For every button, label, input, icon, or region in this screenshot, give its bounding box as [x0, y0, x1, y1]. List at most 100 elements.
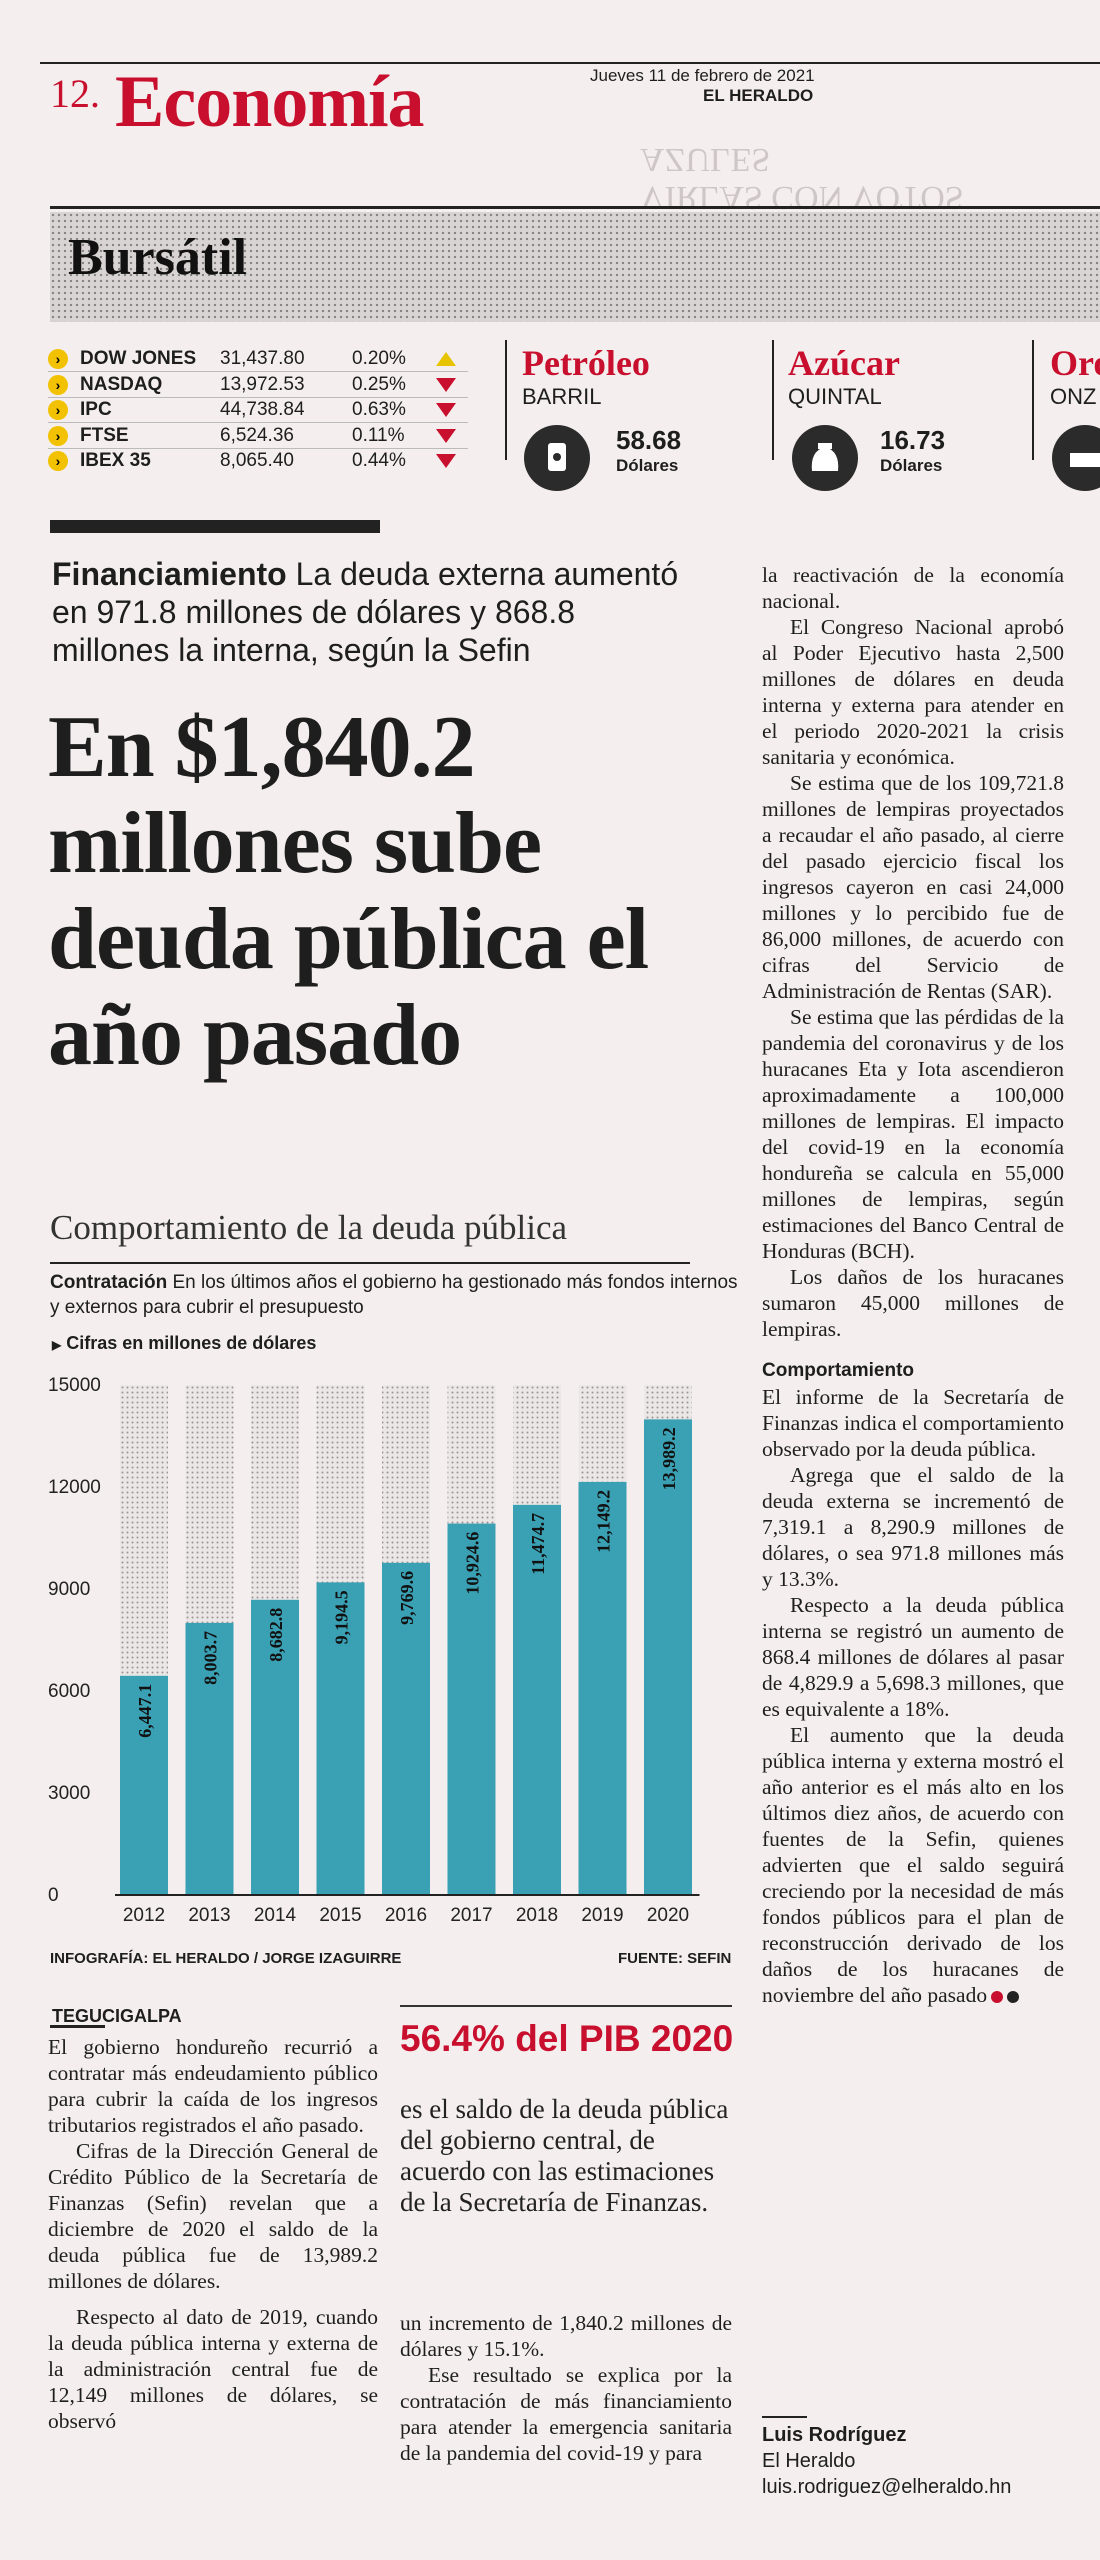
chevron-right-icon: › — [48, 374, 68, 395]
stock-percent: 0.44% — [352, 450, 406, 471]
chevron-right-icon: › — [48, 349, 68, 369]
dateline: TEGUCIGALPA — [52, 2006, 182, 2026]
bar-value-label: 8,003.7 — [201, 1631, 221, 1685]
stock-value: 44,738.84 — [220, 399, 305, 420]
headline-bar — [50, 520, 380, 533]
chevron-right-icon: › — [48, 425, 68, 446]
x-tick-label: 2013 — [188, 1905, 230, 1926]
deck-text: La deuda externa aumentó en 971.8 millon… — [52, 556, 679, 668]
bar — [382, 1562, 430, 1895]
stock-value: 6,524.36 — [220, 424, 294, 446]
page-number: 12. — [50, 71, 100, 116]
bar-value-label: 6,447.1 — [135, 1684, 155, 1738]
stock-row-divider — [48, 396, 468, 398]
chart-unit-text: Cifras en millones de dólares — [66, 1333, 317, 1353]
paragraph: Los daños de los huracanes sumaron 45,00… — [762, 1265, 1064, 1341]
y-tick-label: 3000 — [48, 1783, 90, 1804]
commodity-unit: QUINTAL — [788, 384, 882, 409]
x-tick-label: 2020 — [647, 1905, 689, 1926]
subhead: Comportamiento — [762, 1360, 914, 1381]
stock-row: › FTSE 6,524.36 0.11% — [48, 423, 488, 449]
stock-percent: 0.20% — [352, 348, 406, 369]
end-mark-icon — [991, 1991, 1004, 2004]
x-tick-label: 2012 — [123, 1905, 165, 1926]
paragraph: la reactivación de la economía nacional. — [762, 563, 1064, 613]
commodity-unit: BARRIL — [522, 384, 602, 409]
paragraph: Respecto a la deuda pública interna se r… — [762, 1593, 1064, 1721]
stock-percent: 0.11% — [352, 424, 405, 446]
chart-desc-text: En los últimos años el gobierno ha gesti… — [50, 1272, 738, 1318]
oil-price-block: 58.68 Dólares — [616, 425, 681, 476]
paragraph: Agrega que el saldo de la deuda externa … — [762, 1463, 1064, 1591]
pullquote-text: es el saldo de la deuda pública del gobi… — [400, 2094, 729, 2217]
section-title: Economía — [115, 61, 425, 143]
headline: En $1,840.2 millones sube deuda pública … — [48, 699, 649, 1084]
stock-value: 13,972.53 — [220, 373, 305, 395]
stock-row: › DOW JONES 31,437.80 0.20% — [48, 346, 488, 372]
y-tick-label: 6000 — [48, 1681, 90, 1702]
pullquote-stat: 56.4% del PIB 2020 — [400, 2018, 734, 2059]
bar — [447, 1523, 496, 1895]
commodity-oil: Petróleo BARRIL — [522, 342, 650, 410]
article-column-2: un incremento de 1,840.2 millones de dól… — [400, 2310, 732, 2466]
stock-name: IBEX 35 — [80, 450, 151, 471]
sugar-price-block: 16.73 Dólares — [880, 425, 945, 476]
market-title: Bursátil — [68, 229, 248, 286]
paragraph: El Congreso Nacional aprobó al Poder Eje… — [762, 615, 1064, 769]
commodity-divider — [505, 340, 507, 460]
end-mark-icon — [1007, 1991, 1020, 2004]
debt-bar-chart: 0 3000 6000 9000 12000 15000 6,447.1 2012 8,003.… — [48, 1375, 700, 1926]
y-tick-label: 9000 — [48, 1579, 90, 1600]
paragraph: Se estima que las pérdidas de la pandemi… — [762, 1005, 1064, 1263]
author-outlet: El Heraldo — [762, 2450, 856, 2472]
y-tick-label: 15000 — [48, 1375, 101, 1396]
bar-value-label: 13,989.2 — [659, 1427, 679, 1490]
bar-value-label: 10,924.6 — [463, 1532, 483, 1595]
infographic-source: FUENTE: SEFIN — [618, 1950, 732, 1967]
commodity-divider — [1032, 340, 1034, 460]
byline: Luis Rodríguez El Heraldo luis.rodriguez… — [762, 2422, 1011, 2500]
bar — [120, 1675, 168, 1895]
author-email[interactable]: luis.rodriguez@elheraldo.hn — [762, 2476, 1012, 2498]
paragraph: El informe de la Secretaría de Finanzas … — [762, 1385, 1064, 1461]
trend-down-icon — [436, 377, 456, 392]
stock-value: 31,437.80 — [220, 348, 305, 369]
stock-value: 8,065.40 — [220, 450, 294, 471]
chart-title-rule — [50, 1262, 690, 1264]
bar-value-label: 9,769.6 — [397, 1571, 417, 1625]
bar — [185, 1622, 234, 1895]
commodity-gold: Oro ONZ — [1050, 342, 1100, 410]
x-tick-label: 2016 — [385, 1905, 427, 1926]
show-through-text: VIRLAS CON VOTOS AZULES — [640, 141, 964, 216]
bar — [578, 1481, 627, 1895]
bar — [644, 1419, 692, 1895]
paragraph: Cifras de la Dirección General de Crédit… — [48, 2139, 378, 2293]
market-top-rule — [50, 206, 1100, 209]
paragraph: Ese resultado se explica por la contrata… — [400, 2363, 732, 2465]
bar-value-label: 11,474.7 — [528, 1513, 548, 1575]
x-tick-label: 2017 — [450, 1905, 492, 1926]
triangle-icon: ▶ — [52, 1338, 62, 1352]
bar — [316, 1582, 365, 1895]
stock-row-divider — [48, 447, 468, 449]
stock-name: DOW JONES — [80, 348, 197, 369]
infographic-credit: INFOGRAFÍA: EL HERALDO / JORGE IZAGUIRRE — [50, 1950, 402, 1967]
x-tick-label: 2015 — [319, 1905, 361, 1926]
byline-rule — [762, 2416, 807, 2418]
stock-name: NASDAQ — [80, 373, 163, 395]
sugar-sack-icon — [792, 425, 858, 491]
pullquote-rule — [400, 2005, 732, 2007]
chart-desc-kicker: Contratación — [50, 1272, 168, 1293]
bar-value-label: 8,682.8 — [266, 1608, 286, 1662]
commodity-currency: Dólares — [616, 456, 679, 475]
gold-bar-icon — [1052, 425, 1100, 491]
paragraph: Respecto al dato de 2019, cuando la deud… — [48, 2305, 378, 2433]
commodity-name: Azúcar — [788, 343, 900, 383]
paragraph: El aumento que la deuda pública interna … — [762, 1722, 1064, 2008]
issue-date: Jueves 11 de febrero de 2021 — [590, 66, 815, 85]
stock-name: IPC — [80, 399, 112, 420]
stock-percent: 0.25% — [352, 373, 406, 395]
x-tick-label: 2019 — [581, 1905, 623, 1926]
stock-row-divider — [48, 422, 468, 423]
bar-value-label: 9,194.5 — [332, 1590, 352, 1644]
